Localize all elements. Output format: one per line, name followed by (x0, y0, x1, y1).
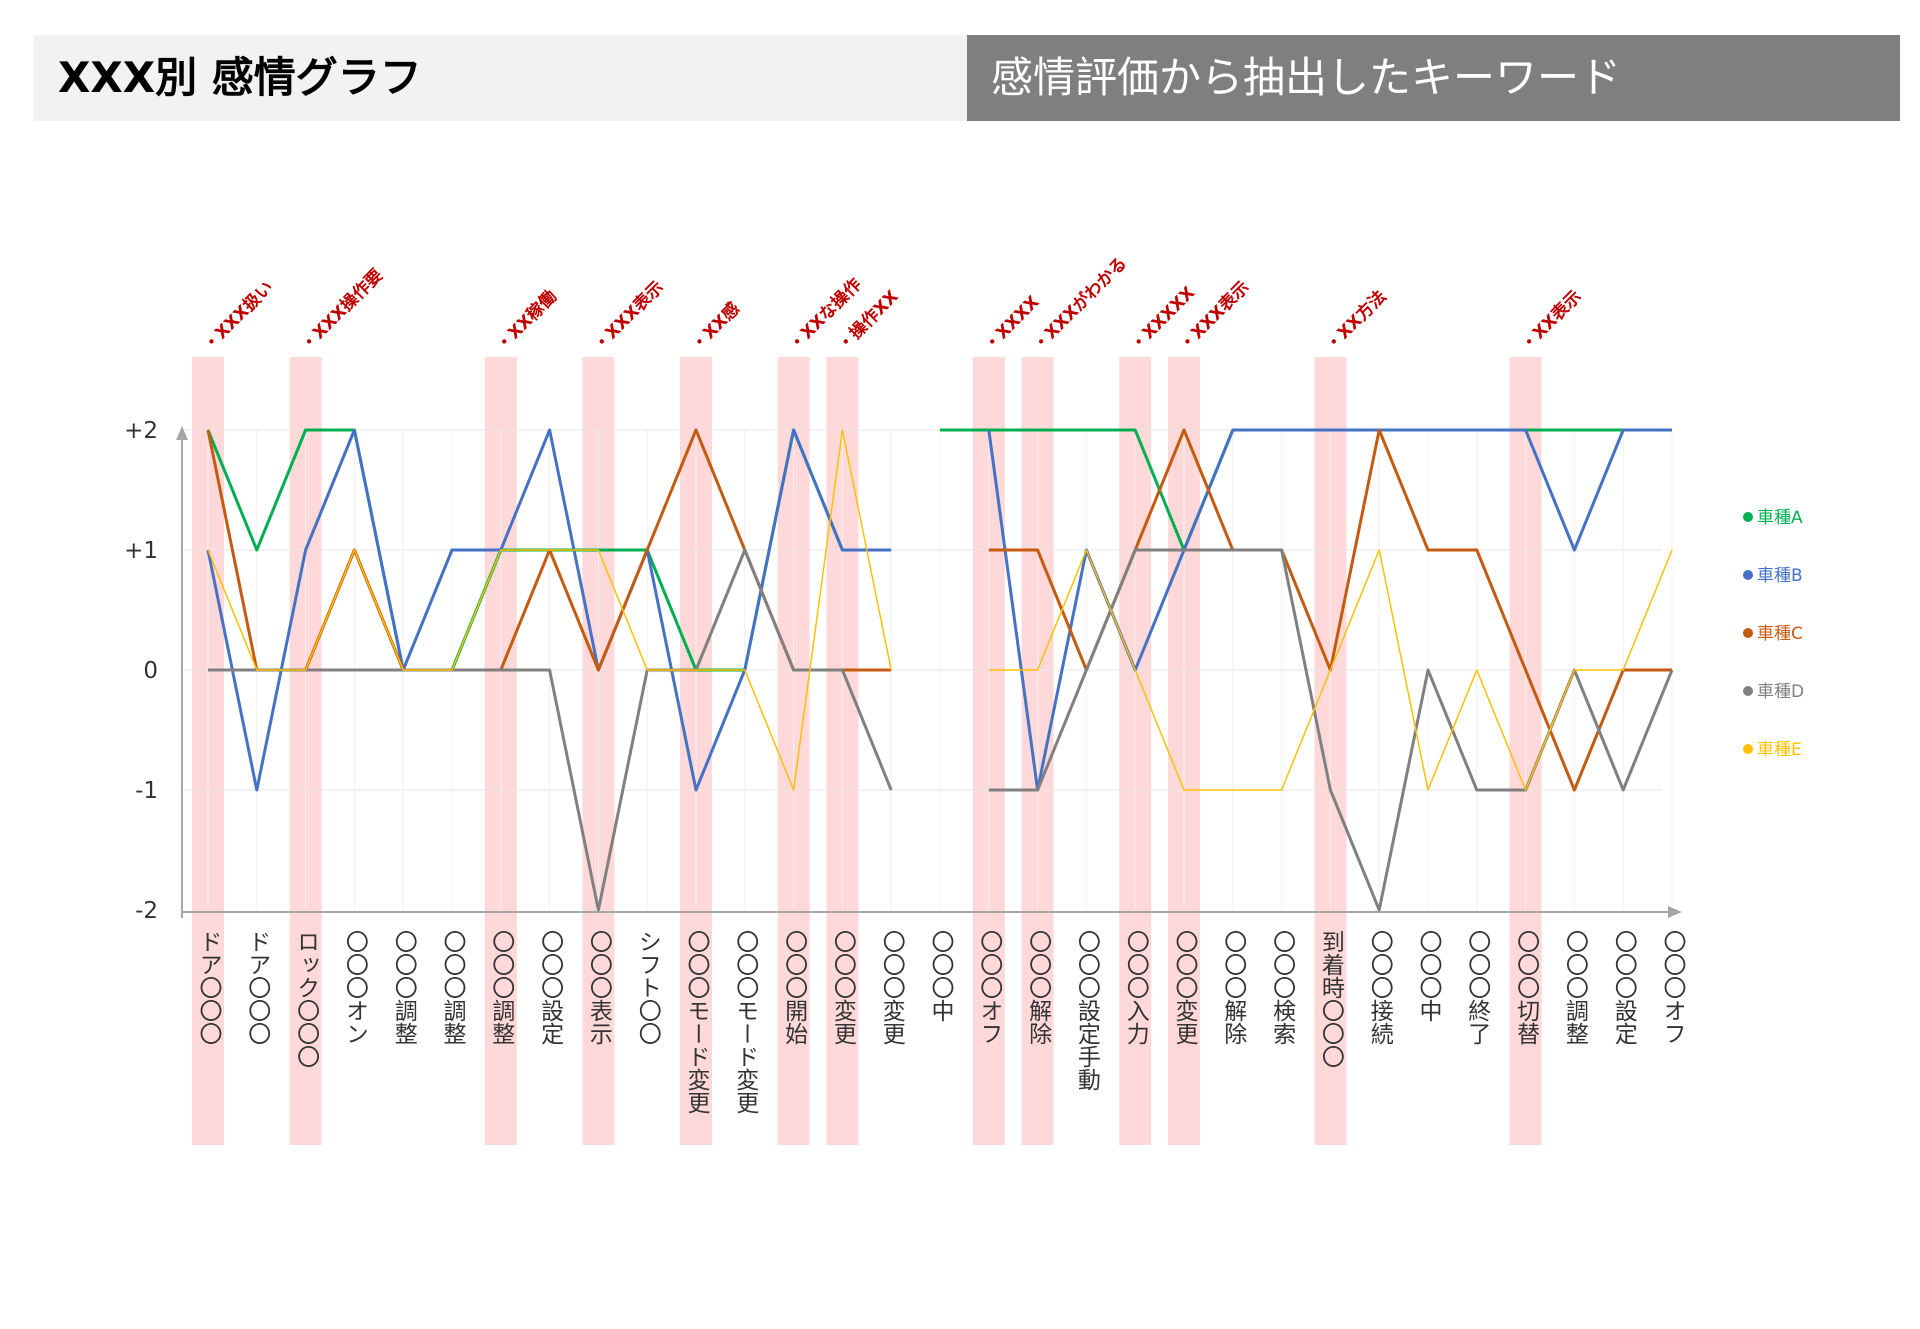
legend-marker (1743, 744, 1753, 754)
x-tick-label: 〇〇〇解除 (1220, 930, 1248, 1045)
x-tick-label: 〇〇〇調整 (439, 930, 467, 1045)
keyword-label: ・XX感 (687, 298, 744, 355)
series-line (208, 548, 893, 912)
keywords-title: 感情評価から抽出したキーワード (991, 53, 1622, 102)
x-tick-label: 〇〇〇開始 (781, 930, 809, 1045)
series-車種E (207, 429, 1673, 791)
x-tick-label: 〇〇〇切替 (1513, 930, 1541, 1045)
legend-label: 車種E (1757, 740, 1802, 760)
x-tick-label: 〇〇〇変更 (1171, 930, 1198, 1045)
y-tick-label: -1 (135, 778, 158, 804)
y-tick-label: 0 (143, 658, 158, 684)
x-tick-label: ドア〇〇〇 (244, 930, 271, 1045)
x-tick-label: 〇〇〇変更 (829, 930, 856, 1045)
keyword-label: ・XXX操作要 (296, 265, 387, 356)
legend-marker (1743, 628, 1753, 638)
x-tick-label: 〇〇〇中 (1415, 930, 1442, 1022)
page-title: XXX別 感情グラフ (58, 53, 422, 102)
keyword-label: ・XXXがわかる (1028, 253, 1131, 356)
x-tick-label: 〇〇〇接続 (1366, 930, 1394, 1045)
x-axis-arrow (1668, 906, 1682, 918)
legend-label: 車種B (1757, 566, 1803, 586)
x-tick-label: 〇〇〇調整 (390, 930, 418, 1045)
x-tick-label: 〇〇〇変更 (878, 930, 905, 1045)
legend-label: 車種A (1757, 508, 1803, 528)
keyword-label: ・XXX扱い (199, 277, 278, 356)
x-tick-label: 〇〇〇終了 (1464, 930, 1492, 1045)
keyword-labels: ・XXX扱い ・XXX操作要 ・XX稼働 ・XXX表示 ・XX感 ・XXな操作・操作XX ・… (199, 253, 1586, 356)
x-tick-label: 〇〇〇中 (927, 930, 954, 1022)
x-tick-label: 到着時〇〇〇 (1317, 930, 1345, 1068)
x-tick-label: 〇〇〇解除 (1025, 930, 1053, 1045)
legend-marker (1743, 686, 1753, 696)
x-tick-label: シフト〇〇 (634, 930, 661, 1045)
legend-marker (1743, 570, 1753, 580)
x-tick-label: 〇〇〇設定手動 (1073, 930, 1101, 1091)
x-tick-label: 〇〇〇検索 (1269, 930, 1297, 1045)
x-tick-label: 〇〇〇オン (341, 930, 368, 1045)
y-axis-arrow (176, 426, 188, 440)
y-tick-label: +1 (124, 538, 158, 564)
x-tick-label: 〇〇〇入力 (1122, 930, 1150, 1045)
x-tick-label: ドア〇〇〇 (195, 930, 222, 1045)
legend-label: 車種D (1757, 682, 1804, 702)
x-tick-label: 〇〇〇オフ (976, 930, 1003, 1045)
x-tick-label: 〇〇〇設定 (1610, 930, 1638, 1045)
legend: 車種A 車種B 車種C 車種D 車種E (1743, 508, 1804, 760)
legend-label: 車種C (1757, 624, 1803, 644)
x-tick-label: 〇〇〇設定 (537, 930, 565, 1045)
x-tick-label: 〇〇〇オフ (1659, 930, 1686, 1045)
x-tick-label: 〇〇〇モード変更 (732, 930, 759, 1114)
title-bar (33, 35, 967, 121)
x-tick-label: 〇〇〇調整 (488, 930, 516, 1045)
series-line (206, 428, 892, 792)
series-line (988, 549, 1673, 791)
x-tick-label: 〇〇〇表示 (585, 930, 613, 1045)
x-tick-label: ロック〇〇〇 (293, 930, 320, 1068)
y-tick-label: +2 (124, 418, 158, 444)
series-line (207, 429, 892, 791)
keywords-header: 感情評価から抽出したキーワード (967, 35, 1900, 121)
y-tick-label: -2 (135, 898, 158, 924)
keyword-label: ・XX稼働 (491, 286, 560, 355)
x-tick-label: 〇〇〇調整 (1561, 930, 1589, 1045)
x-tick-label: 〇〇〇モード変更 (683, 930, 710, 1114)
keyword-label: ・XXX表示 (589, 277, 668, 356)
keyword-label: ・XX方法 (1321, 286, 1390, 355)
keyword-label: ・XX表示 (1516, 286, 1585, 355)
legend-marker (1743, 512, 1753, 522)
